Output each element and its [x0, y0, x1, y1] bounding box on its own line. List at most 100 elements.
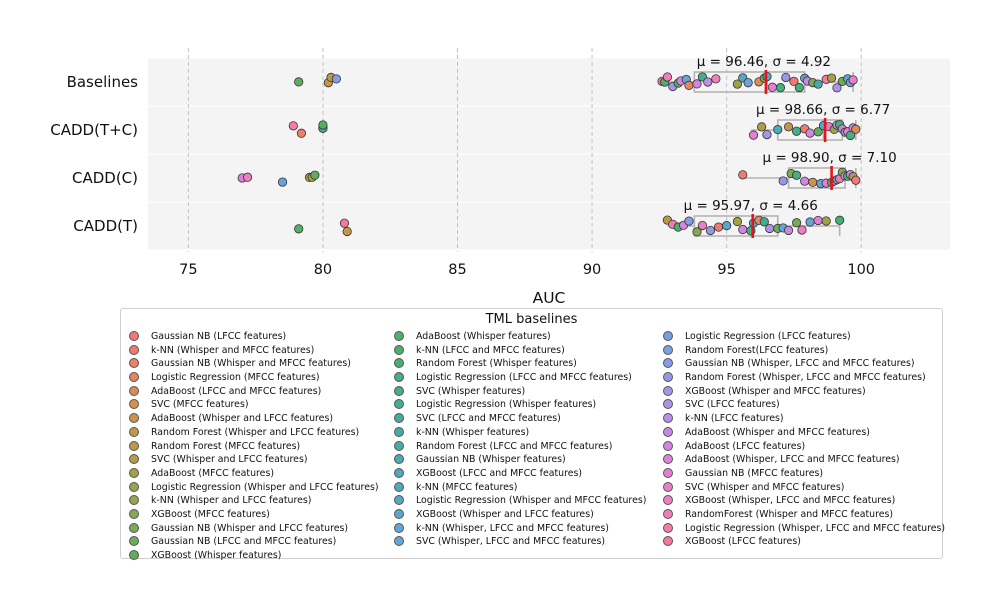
data-point [757, 122, 767, 132]
data-point [762, 130, 772, 140]
legend-label: SVC (LFCC features) [685, 399, 780, 411]
legend-marker [663, 508, 673, 519]
data-point [331, 74, 341, 84]
legend-label: k-NN (Whisper, LFCC and MFCC features) [416, 522, 609, 534]
data-point [732, 216, 742, 227]
data-point [851, 124, 861, 134]
legend-label: AdaBoost (Whisper and LFCC features) [151, 413, 333, 425]
x-axis-title: AUC [533, 289, 566, 307]
data-point [805, 128, 815, 138]
vertical-gridlines [187, 48, 862, 252]
data-point [748, 130, 759, 140]
legend-marker [129, 440, 139, 451]
data-point [722, 221, 732, 231]
category-labels: Baselines CADD(T+C) CADD(C) CADD(T) [50, 73, 138, 235]
legend-marker [129, 344, 139, 355]
data-point [277, 177, 288, 187]
stat-label: μ = 96.46, σ = 4.92 [697, 54, 831, 70]
x-tick-label: 90 [583, 262, 601, 278]
x-tick-label: 85 [448, 262, 466, 278]
data-point [288, 121, 298, 131]
legend-marker [663, 536, 673, 547]
data-point [783, 225, 794, 236]
legend-label: Logistic Regression (Whisper, LFCC and M… [685, 522, 946, 534]
legend-label: Logistic Regression (Whisper and MFCC fe… [416, 495, 647, 507]
auc-strip-chart: μ = 96.46, σ = 4.92 μ = 98.66, σ = 6.77 μ … [50, 48, 950, 307]
x-tick-labels: 75 80 85 90 95 100 [179, 262, 875, 278]
data-point [783, 122, 794, 132]
data-point [738, 170, 748, 180]
data-point [711, 74, 721, 84]
legend-marker [129, 508, 139, 519]
data-point [697, 220, 708, 231]
legend-marker [129, 372, 139, 383]
legend-marker [394, 481, 404, 492]
legend-marker [129, 536, 139, 547]
legend-marker [663, 399, 673, 410]
category-label: CADD(T) [73, 217, 138, 235]
legend-label: Gaussian NB (LFCC and MFCC features) [151, 536, 337, 548]
category-label: CADD(T+C) [50, 121, 138, 139]
data-point [800, 176, 810, 186]
stat-label: μ = 95.97, σ = 4.66 [684, 198, 818, 214]
legend-marker [663, 426, 673, 437]
legend-label: Gaussian NB (Whisper and LFCC features) [151, 522, 349, 534]
legend-label: Gaussian NB (Whisper and MFCC features) [151, 358, 351, 370]
legend-label: Gaussian NB (Whisper, LFCC and MFCC feat… [685, 358, 915, 370]
legend-marker [394, 426, 404, 437]
data-point [765, 223, 775, 234]
legend-label: SVC (Whisper and MFCC features) [685, 481, 845, 493]
legend-marker [663, 413, 673, 424]
legend-marker [129, 385, 139, 396]
data-point [808, 177, 818, 187]
legend-marker [394, 440, 404, 451]
legend-label: RandomForest (Whisper and MFCC features) [685, 508, 894, 520]
legend-label: Logistic Regression (Whisper features) [416, 399, 597, 411]
legend-marker [663, 481, 673, 492]
mean-sigma-labels: μ = 96.46, σ = 4.92 μ = 98.66, σ = 6.77 μ … [684, 54, 897, 214]
legend-label: Random Forest (MFCC features) [151, 440, 301, 452]
legend-marker [394, 399, 404, 410]
data-point [775, 83, 786, 93]
legend-label: Random Forest (Whisper features) [416, 358, 577, 370]
legend-marker [663, 495, 673, 506]
legend-marker [129, 331, 139, 341]
legend-label: XGBoost (MFCC features) [151, 508, 270, 520]
category-label: CADD(C) [72, 169, 138, 187]
legend-marker [394, 385, 404, 396]
legend-label: SVC (Whisper features) [416, 385, 526, 397]
legend-marker [663, 331, 673, 341]
legend-marker [394, 508, 404, 519]
legend-marker [394, 331, 404, 341]
data-point [851, 175, 861, 185]
data-point [743, 78, 753, 88]
data-point [692, 227, 702, 237]
legend-marker [663, 385, 673, 396]
data-point [789, 76, 799, 86]
data-point [713, 222, 724, 232]
legend-marker [129, 481, 139, 492]
x-tick-label: 80 [314, 262, 332, 278]
data-point [767, 82, 777, 92]
data-points [237, 72, 861, 237]
data-point [821, 216, 831, 226]
data-point [684, 216, 694, 226]
legend-marker [129, 399, 139, 410]
legend-marker [394, 344, 404, 355]
legend-marker [663, 358, 673, 369]
data-point [813, 215, 823, 226]
data-point [294, 77, 304, 87]
legend-marker [129, 495, 139, 506]
legend-label: Gaussian NB (LFCC features) [151, 331, 287, 342]
data-point [318, 120, 328, 130]
data-point [791, 218, 802, 228]
legend-label: Gaussian NB (Whisper features) [416, 454, 566, 466]
legend-label: Logistic Regression (Whisper and LFCC fe… [151, 481, 379, 493]
legend-marker [129, 522, 139, 533]
data-point [781, 72, 791, 83]
legend-label: SVC (LFCC and MFCC features) [416, 413, 561, 425]
legend-marker [663, 467, 673, 478]
legend-label: AdaBoost (Whisper features) [416, 331, 551, 342]
legend-label: AdaBoost (Whisper, LFCC and MFCC feature… [685, 454, 900, 466]
legend-marker [394, 358, 404, 369]
